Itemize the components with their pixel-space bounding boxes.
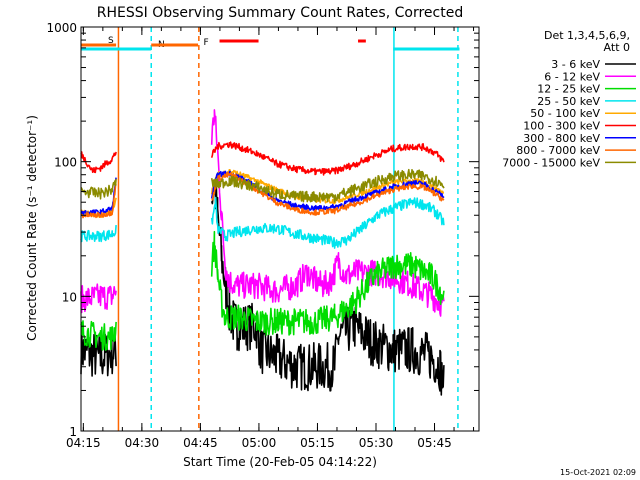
y-axis-label: Corrected Count Rate (s⁻¹ detector⁻¹)	[25, 115, 39, 341]
legend-label-4: 50 - 100 keV	[530, 107, 600, 120]
x-tick-label-3: 05:00	[242, 436, 277, 450]
x-tick-label-5: 05:30	[359, 436, 394, 450]
legend-label-1: 6 - 12 keV	[544, 70, 600, 83]
legend-label-2: 12 - 25 keV	[537, 83, 600, 96]
series-line-2	[80, 230, 445, 351]
y-tick-label-1: 10	[62, 290, 77, 304]
plot-frame	[80, 26, 480, 432]
x-tick-label-1: 04:30	[125, 436, 160, 450]
y-tick-label-3: 1000	[46, 21, 77, 35]
y-tick-label-0: 1	[69, 425, 77, 439]
legend-label-7: 800 - 7000 keV	[516, 144, 600, 157]
footer-date: 15-Oct-2021 02:09	[560, 468, 636, 477]
series-line-8	[80, 168, 445, 203]
x-tick-label-6: 05:45	[417, 436, 452, 450]
x-tick-label-2: 04:45	[183, 436, 218, 450]
legend-header-line-2: Att 0	[604, 41, 630, 54]
x-tick-label-4: 05:15	[300, 436, 335, 450]
y-tick-label-2: 100	[54, 156, 77, 170]
legend-header-line-1: Det 1,3,4,5,6,9,	[544, 29, 630, 42]
series-line-5	[80, 141, 445, 176]
legend-label-3: 25 - 50 keV	[537, 95, 600, 108]
legend-label-5: 100 - 300 keV	[523, 120, 600, 133]
legend-label-6: 300 - 800 keV	[523, 132, 600, 145]
chart-title: RHESSI Observing Summary Count Rates, Co…	[97, 5, 463, 21]
status-label-F: F	[204, 38, 209, 48]
x-tick-label-0: 04:15	[66, 436, 101, 450]
legend-label-8: 7000 - 15000 keV	[502, 156, 600, 169]
series-line-3	[80, 196, 445, 249]
x-axis-label: Start Time (20-Feb-05 04:14:22)	[183, 455, 377, 469]
status-label-S: S	[108, 36, 114, 46]
legend-label-0: 3 - 6 keV	[551, 58, 600, 71]
